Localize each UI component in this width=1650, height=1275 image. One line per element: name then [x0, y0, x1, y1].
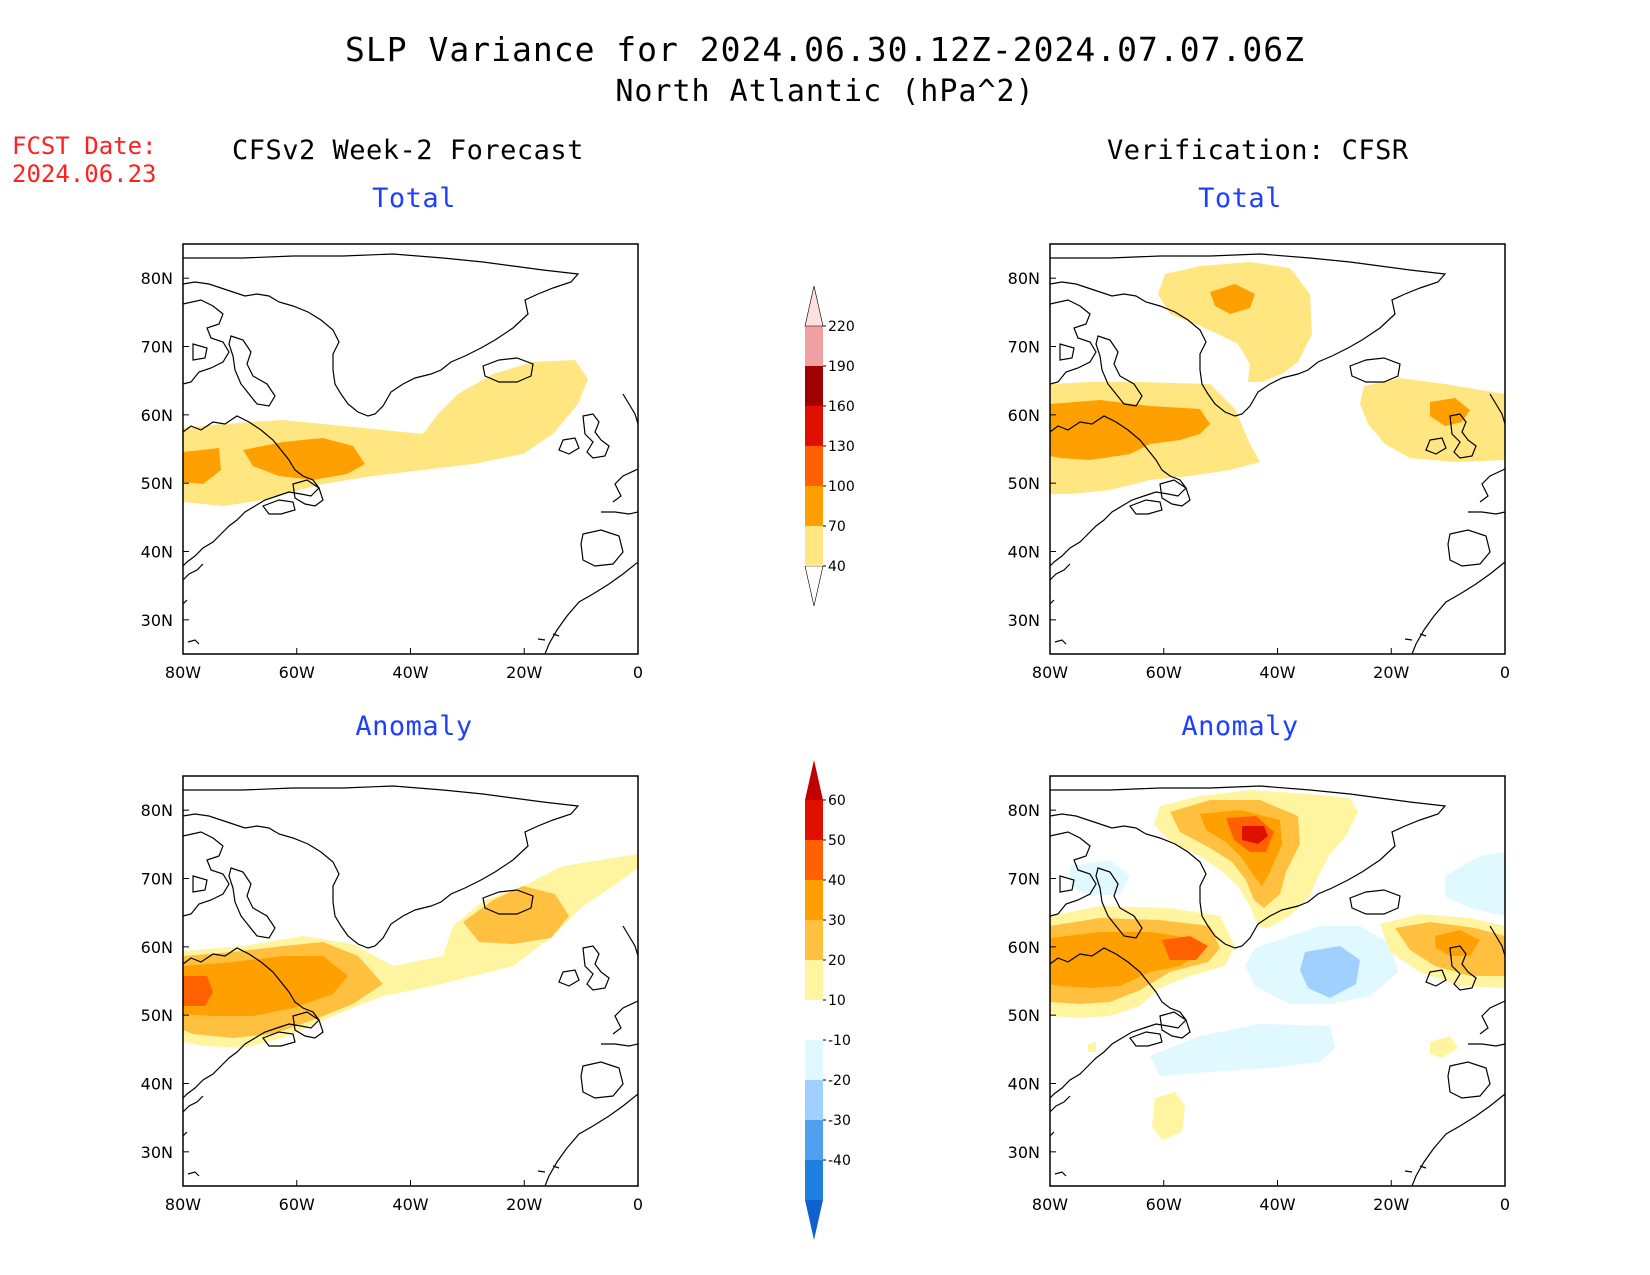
lat-tick-label: 40N	[141, 1075, 173, 1094]
colorbar-segment	[805, 1120, 823, 1160]
lat-tick-label: 70N	[1008, 870, 1040, 889]
colorbar-label: -40	[828, 1153, 851, 1169]
lat-tick-label: 80N	[141, 269, 173, 288]
colorbar-segment	[805, 960, 823, 1000]
map-verification-anomaly	[1049, 775, 1506, 1187]
fcst-date-value: 2024.06.23	[12, 160, 157, 188]
colorbar-segment	[805, 880, 823, 920]
lon-tick-label: 40W	[392, 1195, 428, 1214]
colorbar-label: -10	[828, 1033, 851, 1049]
colorbar-segment	[805, 1080, 823, 1120]
title-line-1: SLP Variance for 2024.06.30.12Z-2024.07.…	[345, 30, 1305, 69]
colorbar-label: 40	[828, 559, 846, 575]
map-forecast-anomaly	[182, 775, 639, 1187]
lat-tick-label: 80N	[1008, 269, 1040, 288]
lon-tick-label: 80W	[1032, 663, 1068, 682]
colorbar-label: 30	[828, 913, 846, 929]
colorbar-bottom-triangle	[804, 565, 824, 607]
lon-tick-label: 80W	[1032, 1195, 1068, 1214]
lon-tick-label: 20W	[506, 1195, 542, 1214]
colorbar-label: -30	[828, 1113, 851, 1129]
lat-tick-label: 70N	[1008, 338, 1040, 357]
colorbar-segment	[805, 526, 823, 566]
map-forecast-total	[182, 243, 639, 655]
forecast-column-header: CFSv2 Week-2 Forecast	[232, 135, 584, 166]
colorbar-label: 20	[828, 953, 846, 969]
lon-tick-label: 60W	[279, 1195, 315, 1214]
colorbar-segment	[805, 840, 823, 880]
panel-title-forecast-total: Total	[372, 183, 456, 214]
panel-title-verification-total: Total	[1198, 183, 1282, 214]
colorbar-segment	[805, 486, 823, 526]
axis-labels: 80W 60W 40W 20W 0 80N 70N 60N 50N 40N 30N 80W 60W 40W…	[141, 269, 1510, 1214]
lon-tick-label: 40W	[392, 663, 428, 682]
lat-tick-label: 50N	[141, 1006, 173, 1025]
colorbar-segment	[805, 1040, 823, 1080]
lon-tick-label: 60W	[1146, 1195, 1182, 1214]
lon-tick-label: 0	[1500, 1195, 1510, 1214]
lat-tick-label: 40N	[1008, 543, 1040, 562]
colorbar-top-triangle	[804, 285, 824, 327]
colorbar-label: 190	[828, 359, 855, 375]
colorbar-label: 100	[828, 479, 855, 495]
colorbar-segment	[805, 1000, 823, 1040]
lon-tick-label: 40W	[1259, 1195, 1295, 1214]
lon-tick-label: 0	[1500, 663, 1510, 682]
lat-tick-label: 30N	[141, 1143, 173, 1162]
lon-tick-label: 60W	[1146, 663, 1182, 682]
colorbar-segment	[805, 366, 823, 406]
colorbar-label: 50	[828, 833, 846, 849]
colorbar-label: 60	[828, 793, 846, 809]
colorbar-segment	[805, 800, 823, 840]
colorbar-label: 160	[828, 399, 855, 415]
lon-tick-label: 20W	[506, 663, 542, 682]
colorbar-label: 40	[828, 873, 846, 889]
colorbar-total: 40 70 100 130 160 190 220	[804, 285, 855, 607]
lat-tick-label: 60N	[1008, 938, 1040, 957]
lon-tick-label: 80W	[165, 663, 201, 682]
lat-tick-label: 40N	[1008, 1075, 1040, 1094]
lat-tick-label: 80N	[1008, 801, 1040, 820]
lat-tick-label: 50N	[141, 474, 173, 493]
colorbar-label: 130	[828, 439, 855, 455]
lat-tick-label: 50N	[1008, 474, 1040, 493]
lat-tick-label: 70N	[141, 870, 173, 889]
colorbar-segment	[805, 446, 823, 486]
panel-title-verification-anomaly: Anomaly	[1181, 711, 1299, 742]
lat-tick-label: 70N	[141, 338, 173, 357]
lat-tick-label: 50N	[1008, 1006, 1040, 1025]
lon-tick-label: 60W	[279, 663, 315, 682]
verification-column-header: Verification: CFSR	[1107, 135, 1409, 166]
colorbar-segment	[805, 326, 823, 366]
lat-tick-label: 30N	[141, 611, 173, 630]
lat-tick-label: 60N	[141, 938, 173, 957]
lon-tick-label: 20W	[1373, 663, 1409, 682]
lat-tick-label: 30N	[1008, 1143, 1040, 1162]
colorbar-segment	[805, 1160, 823, 1200]
colorbar-bottom-triangle	[805, 1200, 823, 1240]
lat-tick-label: 80N	[141, 801, 173, 820]
lon-tick-label: 0	[633, 1195, 643, 1214]
lon-tick-label: 80W	[165, 1195, 201, 1214]
lon-tick-label: 40W	[1259, 663, 1295, 682]
panel-title-forecast-anomaly: Anomaly	[355, 711, 473, 742]
map-verification-total	[1049, 243, 1506, 655]
colorbar-label: 220	[828, 319, 855, 335]
lat-tick-label: 40N	[141, 543, 173, 562]
title-line-2: North Atlantic (hPa^2)	[615, 74, 1035, 109]
lat-tick-label: 60N	[141, 406, 173, 425]
colorbar-segment	[805, 406, 823, 446]
lat-tick-label: 60N	[1008, 406, 1040, 425]
fcst-date-label: FCST Date:	[12, 132, 157, 160]
colorbar-anomaly: 60 50 40 30 20 10 -10 -20 -30 -40	[805, 760, 851, 1240]
lon-tick-label: 0	[633, 663, 643, 682]
colorbar-label: -20	[828, 1073, 851, 1089]
lat-tick-label: 30N	[1008, 611, 1040, 630]
colorbar-label: 10	[828, 993, 846, 1009]
colorbar-segment	[805, 920, 823, 960]
colorbar-top-triangle	[805, 760, 823, 800]
lon-tick-label: 20W	[1373, 1195, 1409, 1214]
colorbar-label: 70	[828, 519, 846, 535]
